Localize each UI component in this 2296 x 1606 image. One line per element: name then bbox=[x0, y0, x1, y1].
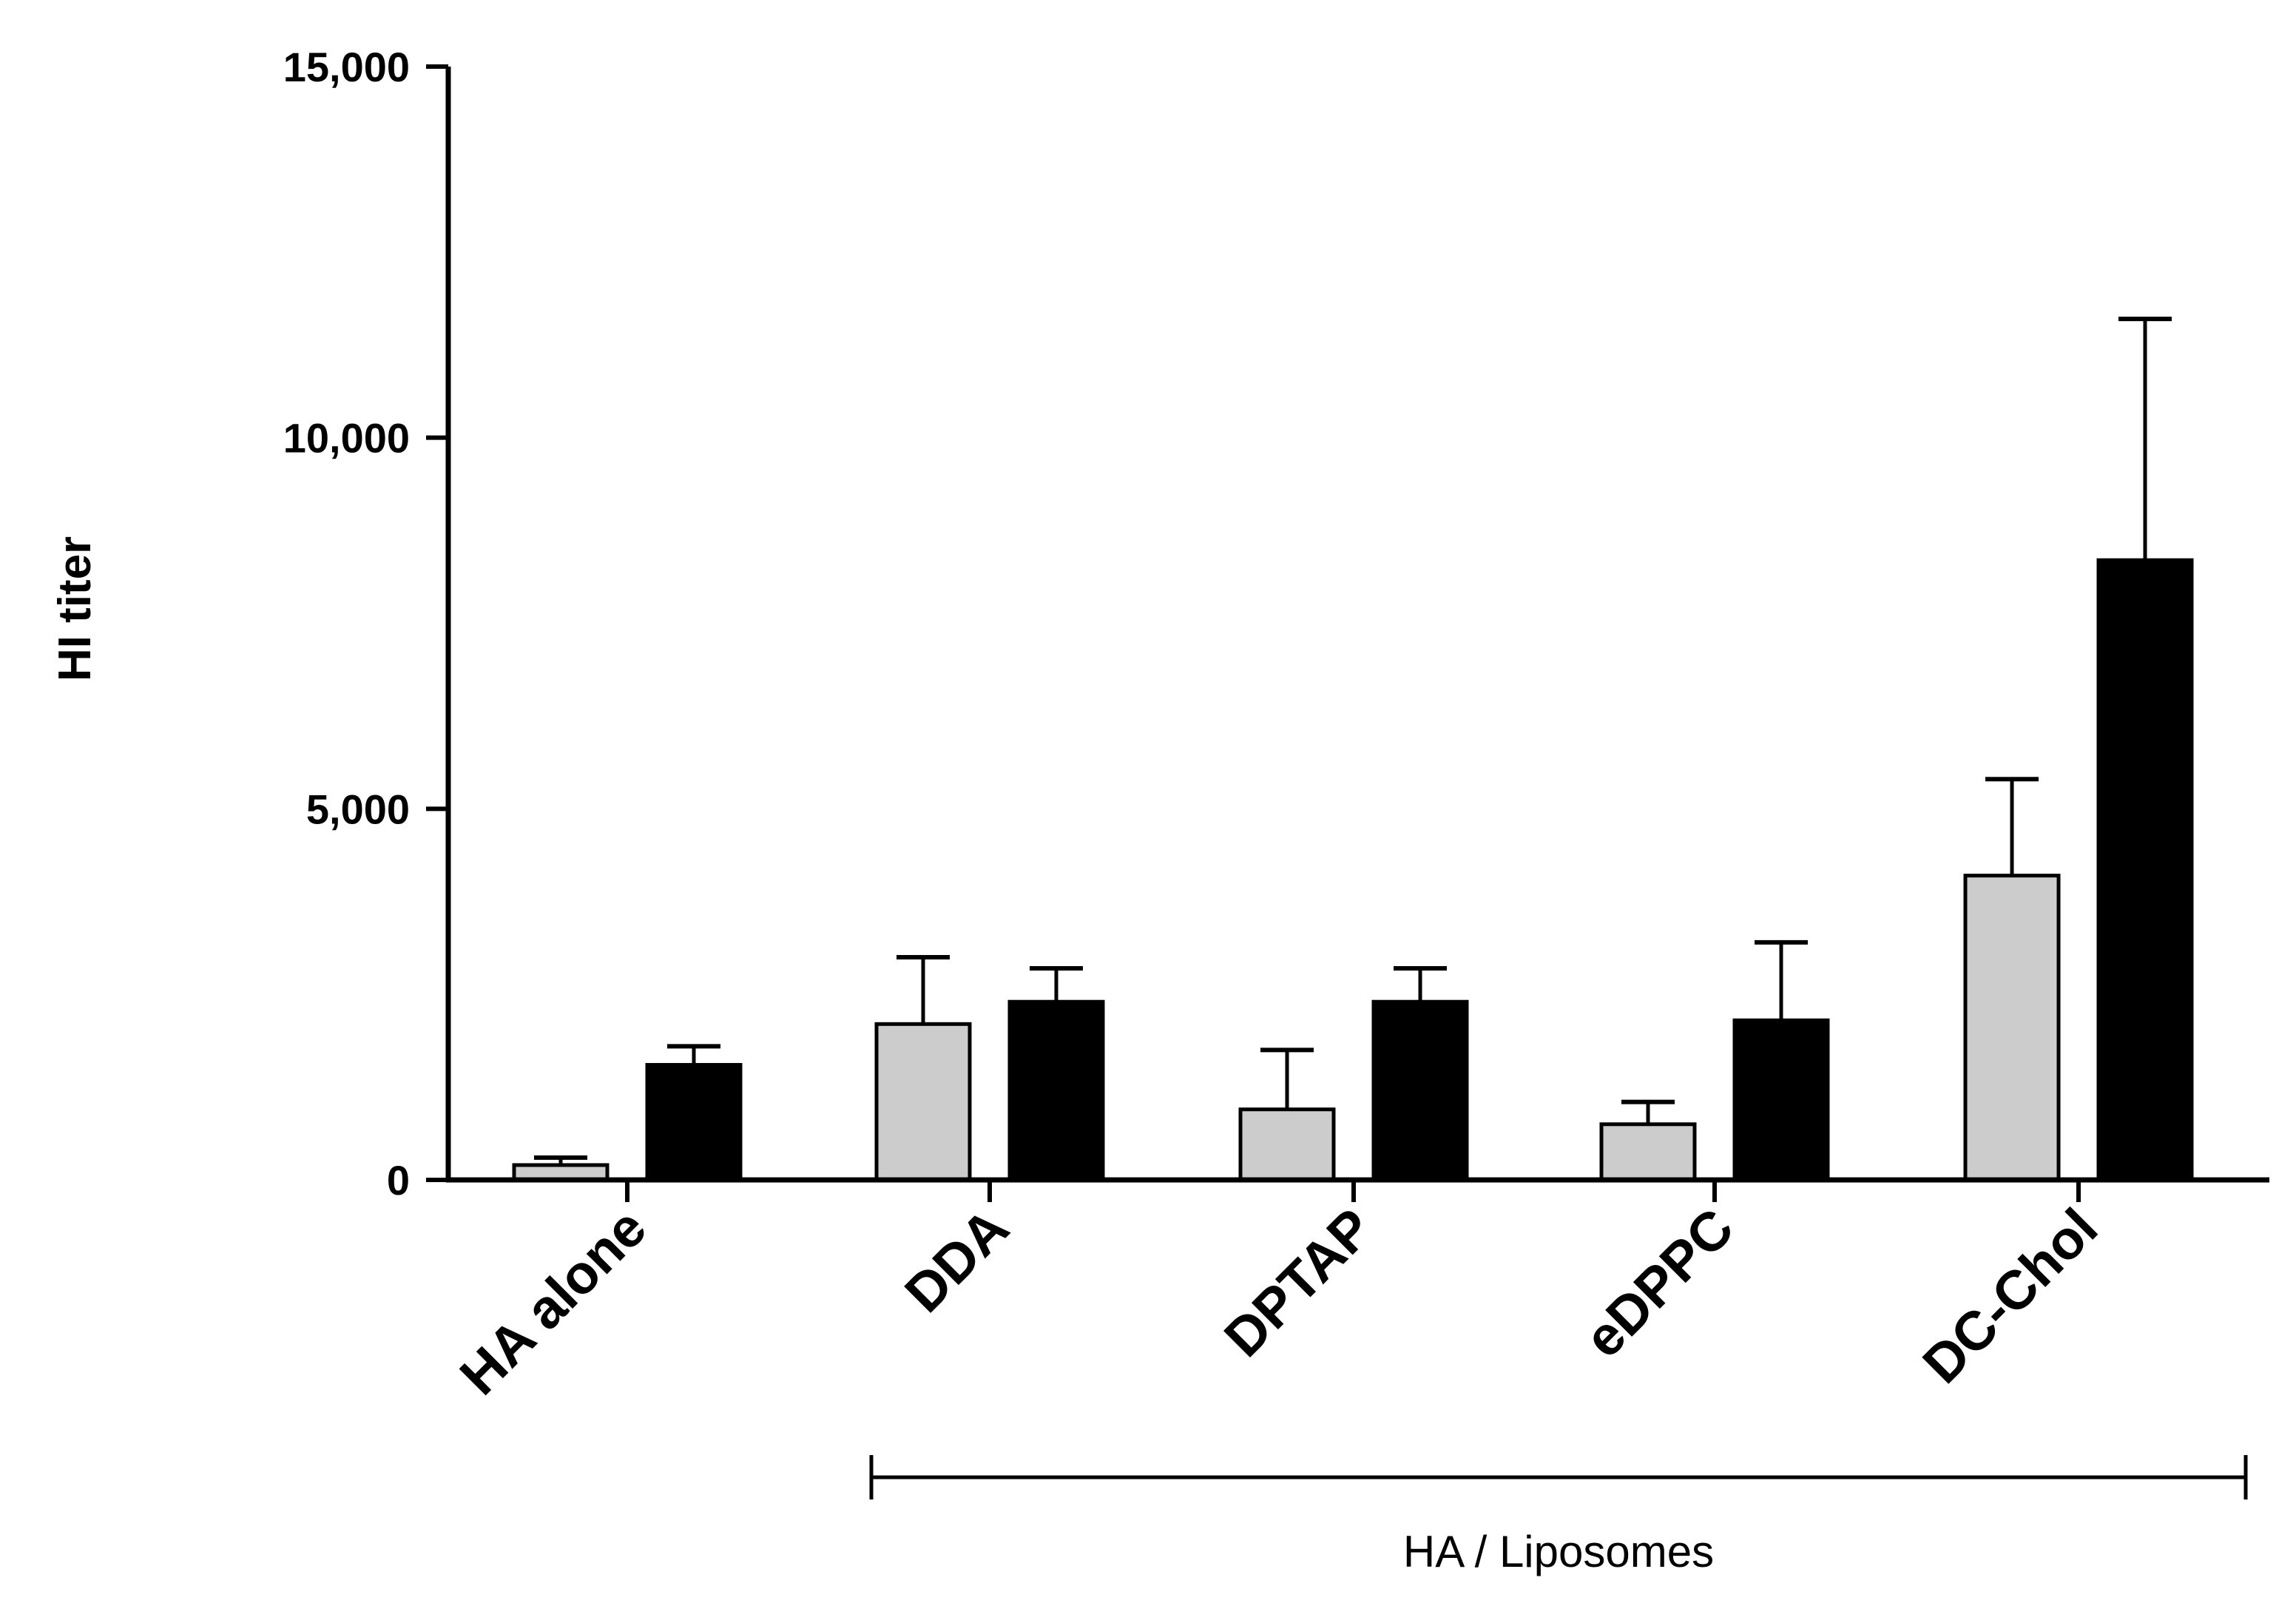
x-tick-label: HA alone bbox=[448, 1197, 658, 1407]
group-annotation: HA / Liposomes bbox=[869, 1455, 2248, 1576]
y-axis-title: HI titer bbox=[50, 536, 101, 681]
bar bbox=[1371, 999, 1469, 1182]
bar bbox=[1599, 1122, 1697, 1182]
bar bbox=[874, 1022, 972, 1182]
x-tick-label: DDA bbox=[893, 1197, 1020, 1324]
x-axis: HA alone DDA DPTAP eDPPC DC-Chol bbox=[446, 1177, 2269, 1407]
y-axis: 0 5,000 10,000 15,000 bbox=[283, 44, 451, 1204]
bars bbox=[512, 317, 2194, 1182]
bar bbox=[1007, 999, 1105, 1182]
group-label: HA / Liposomes bbox=[1403, 1527, 1714, 1576]
x-tick-label: DPTAP bbox=[1212, 1197, 1384, 1369]
bar bbox=[645, 1062, 743, 1182]
x-tick-label: DC-Chol bbox=[1911, 1197, 2109, 1395]
bar bbox=[1238, 1107, 1336, 1182]
y-tick-label: 10,000 bbox=[283, 415, 410, 462]
x-tick-label: eDPPC bbox=[1573, 1197, 1745, 1369]
y-tick-label: 5,000 bbox=[306, 786, 410, 832]
bar bbox=[2096, 558, 2194, 1182]
bar bbox=[1732, 1018, 1830, 1182]
y-tick-label: 15,000 bbox=[283, 44, 410, 90]
bar bbox=[1963, 874, 2061, 1182]
y-tick-label: 0 bbox=[387, 1157, 410, 1204]
